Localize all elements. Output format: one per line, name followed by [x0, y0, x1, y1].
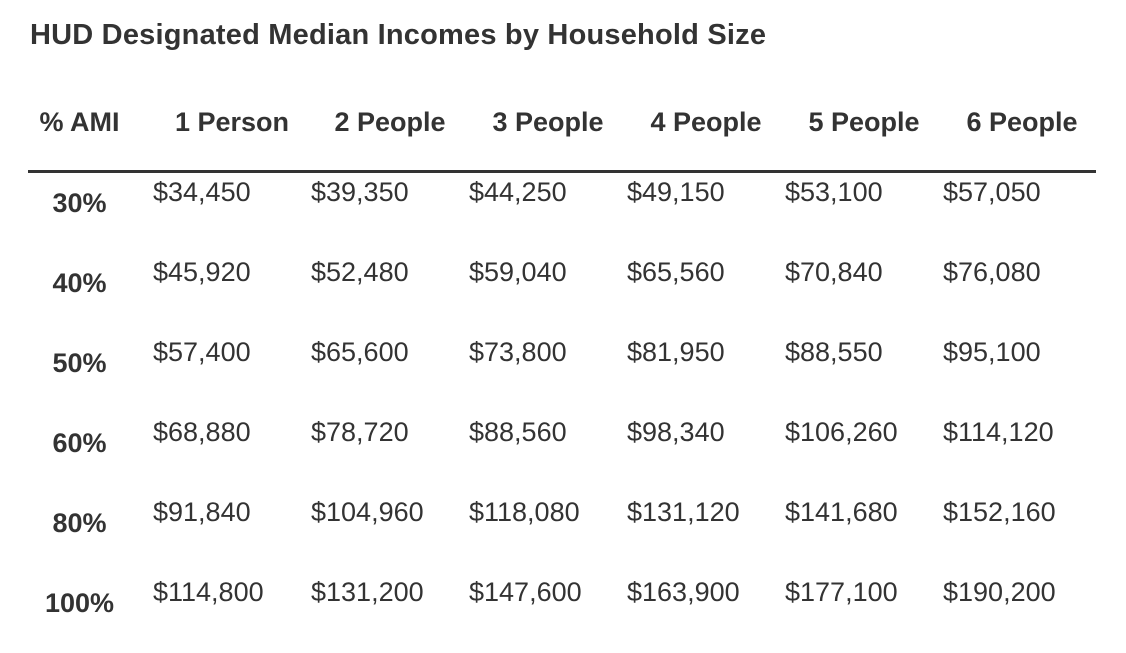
income-value-cell: $114,120 [943, 417, 1054, 447]
income-value-cell: $65,560 [627, 257, 725, 287]
row-label-ami: 40% [52, 268, 107, 298]
row-label-ami: 50% [52, 348, 107, 378]
income-value-cell: $106,260 [785, 417, 898, 447]
header-cell-ami: % AMI [39, 107, 120, 137]
income-value-cell: $34,450 [153, 177, 251, 207]
income-value-cell: $59,040 [469, 257, 567, 287]
table-row: 40% $45,920 $52,480 $59,040 $65,560 $70,840 $7… [28, 253, 1126, 333]
income-value-cell: $131,120 [627, 497, 740, 527]
table-row: 30% $34,450 $39,350 $44,250 $49,150 $53,100 $5… [28, 173, 1126, 253]
income-value-cell: $163,900 [627, 577, 740, 607]
income-value-cell: $177,100 [785, 577, 898, 607]
row-label-ami: 60% [52, 428, 107, 458]
income-value-cell: $57,050 [943, 177, 1041, 207]
income-value-cell: $70,840 [785, 257, 883, 287]
income-value-cell: $131,200 [311, 577, 424, 607]
header-cell-household-4: 4 People [650, 107, 762, 137]
income-value-cell: $44,250 [469, 177, 567, 207]
income-value-cell: $190,200 [943, 577, 1056, 607]
table-header-row: % AMI 1 Person 2 People 3 People 4 People 5 P… [28, 107, 1126, 170]
income-value-cell: $78,720 [311, 417, 409, 447]
income-value-cell: $95,100 [943, 337, 1041, 367]
income-value-cell: $45,920 [153, 257, 251, 287]
income-value-cell: $114,800 [153, 577, 264, 607]
income-value-cell: $49,150 [627, 177, 725, 207]
table-row: 50% $57,400 $65,600 $73,800 $81,950 $88,550 $9… [28, 333, 1126, 413]
income-value-cell: $57,400 [153, 337, 251, 367]
income-value-cell: $52,480 [311, 257, 409, 287]
income-value-cell: $147,600 [469, 577, 582, 607]
header-cell-household-2: 2 People [334, 107, 446, 137]
income-value-cell: $65,600 [311, 337, 409, 367]
chart-title: HUD Designated Median Incomes by Househo… [30, 19, 767, 51]
row-label-ami: 80% [52, 508, 107, 538]
income-value-cell: $88,550 [785, 337, 883, 367]
income-value-cell: $53,100 [785, 177, 883, 207]
table-body: 30% $34,450 $39,350 $44,250 $49,150 $53,100 $5… [30, 173, 1126, 653]
income-value-cell: $39,350 [311, 177, 409, 207]
income-value-cell: $104,960 [311, 497, 424, 527]
header-cell-household-3: 3 People [492, 107, 604, 137]
table-row: 100% $114,800 $131,200 $147,600 $163,900 $177… [28, 573, 1126, 653]
header-cell-household-6: 6 People [966, 107, 1078, 137]
income-value-cell: $152,160 [943, 497, 1056, 527]
row-label-ami: 100% [44, 588, 115, 618]
income-value-cell: $141,680 [785, 497, 898, 527]
table-row: 60% $68,880 $78,720 $88,560 $98,340 $106,260 $… [28, 413, 1126, 493]
table-row: 80% $91,840 $104,960 $118,080 $131,120 $141,6… [28, 493, 1126, 573]
header-cell-household-5: 5 People [808, 107, 920, 137]
header-cell-household-1: 1 Person [174, 107, 290, 137]
row-label-ami: 30% [52, 188, 107, 218]
income-value-cell: $118,080 [469, 497, 580, 527]
income-value-cell: $98,340 [627, 417, 725, 447]
income-value-cell: $76,080 [943, 257, 1041, 287]
income-value-cell: $73,800 [469, 337, 567, 367]
income-value-cell: $81,950 [627, 337, 725, 367]
income-value-cell: $88,560 [469, 417, 567, 447]
income-value-cell: $91,840 [153, 497, 251, 527]
income-value-cell: $68,880 [153, 417, 251, 447]
header-divider [28, 170, 1096, 173]
